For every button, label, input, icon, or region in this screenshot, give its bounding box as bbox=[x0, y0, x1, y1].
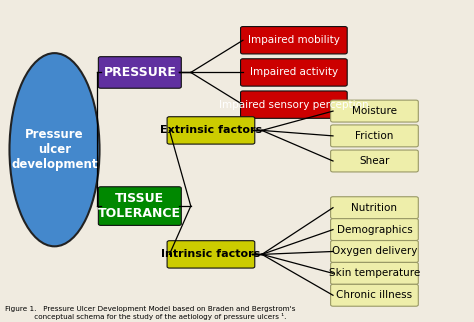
Text: Nutrition: Nutrition bbox=[351, 203, 398, 213]
Text: Friction: Friction bbox=[356, 131, 393, 141]
FancyBboxPatch shape bbox=[167, 241, 255, 268]
FancyBboxPatch shape bbox=[331, 125, 418, 147]
FancyBboxPatch shape bbox=[240, 27, 347, 54]
FancyBboxPatch shape bbox=[331, 150, 418, 172]
Text: Impaired sensory perception: Impaired sensory perception bbox=[219, 99, 369, 110]
FancyBboxPatch shape bbox=[331, 284, 418, 306]
Text: Skin temperature: Skin temperature bbox=[329, 268, 420, 279]
Text: Demographics: Demographics bbox=[337, 224, 412, 235]
Text: Moisture: Moisture bbox=[352, 106, 397, 116]
Ellipse shape bbox=[9, 53, 100, 246]
Text: Shear: Shear bbox=[359, 156, 390, 166]
Text: Intrinsic factors: Intrinsic factors bbox=[161, 249, 261, 260]
FancyBboxPatch shape bbox=[331, 197, 418, 219]
FancyBboxPatch shape bbox=[98, 57, 181, 88]
Text: PRESSURE: PRESSURE bbox=[103, 66, 176, 79]
Text: Impaired mobility: Impaired mobility bbox=[248, 35, 340, 45]
Text: Pressure
ulcer
development: Pressure ulcer development bbox=[11, 128, 98, 171]
FancyBboxPatch shape bbox=[331, 219, 418, 241]
Text: Oxygen delivery: Oxygen delivery bbox=[332, 246, 417, 257]
FancyBboxPatch shape bbox=[331, 241, 418, 262]
Text: Chronic illness: Chronic illness bbox=[337, 290, 412, 300]
FancyBboxPatch shape bbox=[331, 262, 418, 284]
Text: Extrinsic factors: Extrinsic factors bbox=[160, 125, 262, 136]
FancyBboxPatch shape bbox=[331, 100, 418, 122]
Text: TISSUE
TOLERANCE: TISSUE TOLERANCE bbox=[98, 192, 182, 220]
FancyBboxPatch shape bbox=[98, 187, 181, 225]
FancyBboxPatch shape bbox=[240, 59, 347, 86]
Text: Figure 1.   Pressure Ulcer Development Model based on Braden and Bergstrom's
   : Figure 1. Pressure Ulcer Development Mod… bbox=[5, 306, 295, 320]
Text: Impaired activity: Impaired activity bbox=[250, 67, 338, 78]
FancyBboxPatch shape bbox=[167, 117, 255, 144]
FancyBboxPatch shape bbox=[240, 91, 347, 118]
